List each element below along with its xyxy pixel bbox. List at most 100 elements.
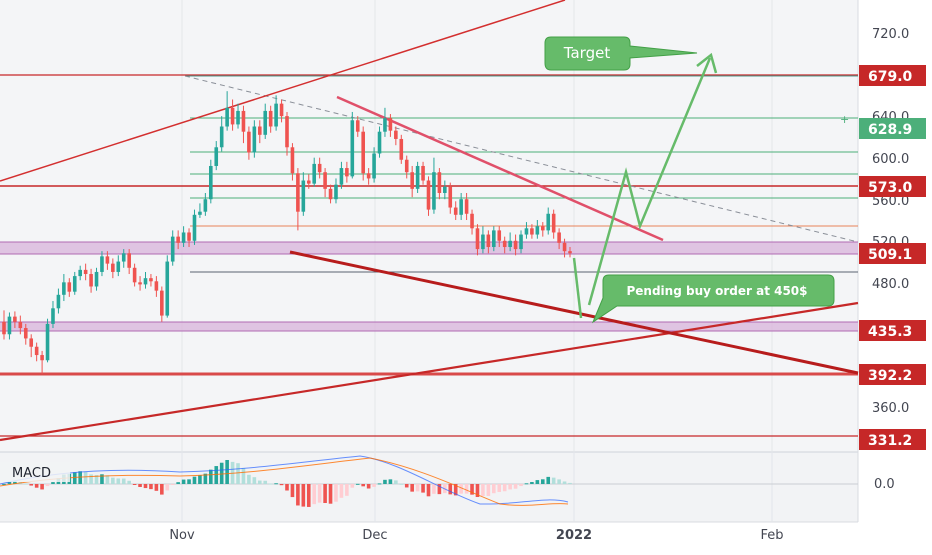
upper-channel-line bbox=[0, 0, 566, 182]
macd-bar bbox=[568, 482, 572, 484]
candle-body bbox=[562, 242, 567, 252]
macd-bar bbox=[312, 484, 317, 505]
candle-body bbox=[426, 180, 431, 210]
macd-bar bbox=[508, 484, 512, 490]
candle-body bbox=[339, 168, 344, 185]
candle-body bbox=[170, 236, 175, 262]
candle-body bbox=[203, 199, 208, 212]
candle-body bbox=[45, 323, 50, 361]
macd-bar bbox=[492, 484, 496, 494]
level-label-679: 679.0 bbox=[859, 65, 926, 86]
candle-body bbox=[56, 294, 61, 309]
candle-body bbox=[508, 240, 512, 248]
candle-body bbox=[312, 163, 317, 184]
target-callout-bubble bbox=[544, 36, 698, 71]
macd-bar bbox=[100, 474, 104, 484]
macd-bar bbox=[279, 484, 284, 486]
candle-body bbox=[132, 267, 137, 283]
macd-bar bbox=[105, 475, 110, 484]
macd-tick-zero: 0.0 bbox=[874, 477, 895, 492]
macd-bar bbox=[2, 484, 6, 485]
macd-bar bbox=[285, 484, 289, 491]
macd-bar bbox=[138, 484, 142, 487]
candle-body bbox=[127, 253, 131, 268]
candle-body bbox=[252, 126, 257, 153]
macd-bar bbox=[165, 484, 170, 491]
candle-body bbox=[535, 226, 540, 235]
candle-body bbox=[355, 120, 360, 132]
macd-bar bbox=[241, 467, 246, 484]
macd-bar bbox=[149, 484, 153, 490]
macd-bar bbox=[51, 482, 55, 484]
macd-bar bbox=[323, 484, 327, 503]
time-axis-bg bbox=[0, 522, 858, 550]
time-label-feb: Feb bbox=[760, 528, 783, 543]
macd-histogram bbox=[2, 460, 572, 507]
candle-body bbox=[388, 118, 393, 131]
level-label-509-text: 509.1 bbox=[868, 247, 912, 263]
macd-bar bbox=[296, 484, 300, 506]
candle-body bbox=[415, 165, 420, 189]
macd-bar bbox=[432, 484, 436, 494]
macd-bar bbox=[415, 484, 420, 492]
level-label-392-text: 392.2 bbox=[868, 368, 912, 384]
candle-body bbox=[214, 147, 219, 166]
candle-body bbox=[160, 290, 164, 316]
candle-body bbox=[100, 256, 104, 272]
macd-bar bbox=[13, 481, 17, 484]
macd-bar bbox=[540, 479, 545, 484]
macd-bar bbox=[247, 474, 251, 484]
candle-body bbox=[192, 214, 197, 241]
macd-bar bbox=[160, 484, 164, 495]
macd-bar bbox=[388, 479, 393, 484]
macd-bar bbox=[40, 484, 44, 490]
macd-bar bbox=[426, 484, 431, 497]
target-arrowhead bbox=[696, 52, 718, 74]
candle-body bbox=[165, 261, 170, 316]
macd-bar bbox=[535, 480, 540, 484]
level-label-435-text: 435.3 bbox=[868, 324, 912, 340]
level-label-331-text: 331.2 bbox=[868, 433, 912, 449]
level-label-628-text: 628.9 bbox=[868, 122, 912, 138]
candle-body bbox=[404, 159, 409, 173]
candle-body bbox=[377, 131, 382, 154]
level-label-509: 509.1 bbox=[859, 243, 926, 264]
macd-bar bbox=[225, 460, 229, 484]
level-label-392: 392.2 bbox=[859, 364, 926, 385]
macd-bar bbox=[121, 478, 126, 484]
projection-path bbox=[587, 57, 712, 306]
candle-body bbox=[67, 282, 72, 292]
macd-bar bbox=[345, 484, 349, 496]
macd-bar bbox=[7, 481, 12, 484]
macd-bar bbox=[187, 479, 191, 484]
macd-bar bbox=[116, 478, 121, 484]
candle-body bbox=[51, 308, 55, 324]
pending-callout-bubble bbox=[591, 274, 835, 324]
time-label-nov: Nov bbox=[169, 528, 195, 543]
candle-body bbox=[448, 186, 453, 208]
pending-order-label: Pending buy order at 450$ bbox=[626, 284, 807, 298]
candle-body bbox=[524, 228, 529, 235]
candle-body bbox=[29, 338, 34, 347]
candle-body bbox=[2, 321, 6, 335]
level-label-573: 573.0 bbox=[859, 176, 926, 197]
candle-body bbox=[181, 232, 186, 243]
candle-body bbox=[470, 213, 474, 229]
macd-bar bbox=[350, 484, 355, 488]
macd-bar bbox=[127, 480, 131, 484]
macd-bar bbox=[551, 477, 556, 484]
macd-bar bbox=[203, 473, 208, 484]
candle-body bbox=[513, 240, 518, 250]
candle-body bbox=[350, 120, 355, 177]
candle-body bbox=[366, 173, 371, 179]
candle-body bbox=[334, 184, 338, 200]
resistance-zone-509 bbox=[0, 242, 858, 254]
candle-body bbox=[432, 172, 436, 210]
candle-body bbox=[219, 126, 224, 148]
candle-body bbox=[399, 138, 404, 160]
candle-body bbox=[241, 110, 246, 132]
macd-bar bbox=[372, 484, 376, 487]
macd-bar bbox=[143, 484, 148, 489]
candle-body bbox=[301, 180, 306, 212]
